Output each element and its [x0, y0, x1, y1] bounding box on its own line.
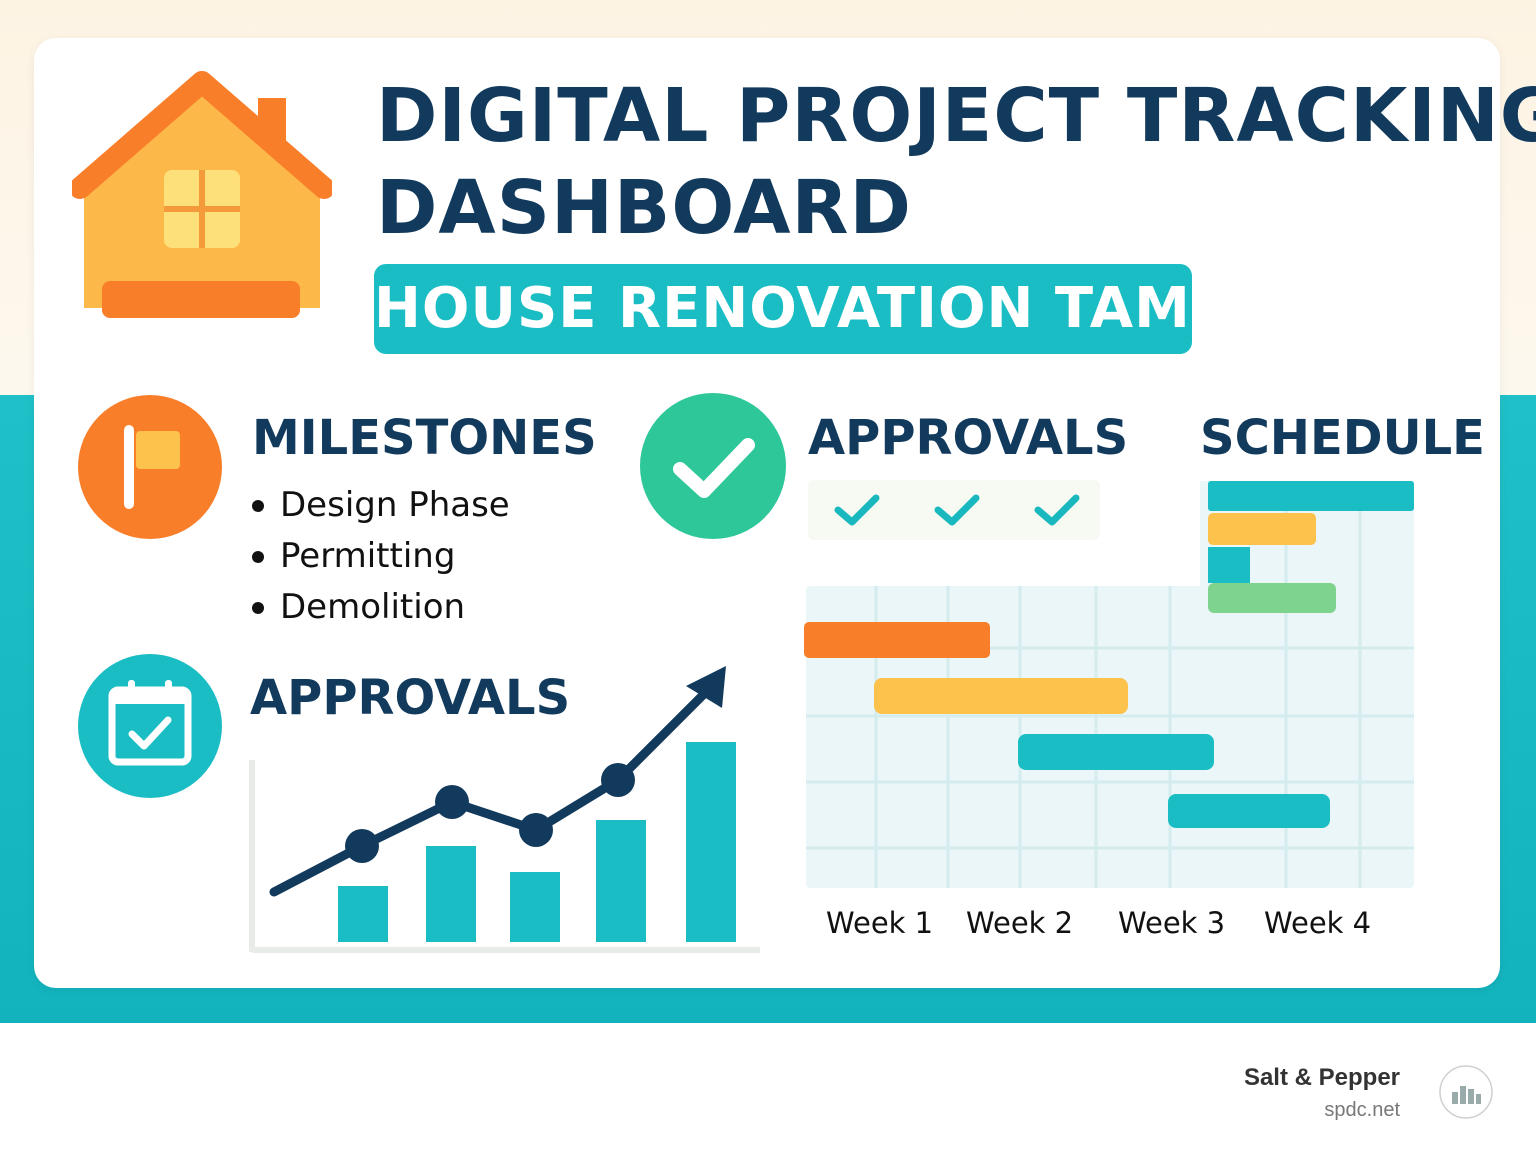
milestone-item: Demolition — [252, 582, 510, 633]
milestones-list: Design Phase Permitting Demolition — [252, 480, 510, 633]
check-icon — [1034, 494, 1080, 526]
milestone-item: Permitting — [252, 531, 510, 582]
approvals-chart-icon-badge — [78, 654, 222, 798]
gantt-week-label: Week 4 — [1264, 906, 1372, 940]
trend-point — [345, 829, 379, 863]
page-title-line1: DIGITAL PROJECT TRACKING — [376, 73, 1536, 159]
page-title-line2: DASHBOARD — [376, 165, 912, 251]
calendar-check-icon — [108, 680, 192, 766]
brand-name: Salt & Pepper — [1243, 1064, 1400, 1091]
checkmark-icon — [673, 438, 755, 498]
brand-url: spdc.net — [1324, 1099, 1400, 1121]
gantt-chart — [804, 481, 1414, 888]
gantt-bar — [1168, 794, 1330, 828]
chart-bar — [686, 742, 736, 942]
chart-bar — [596, 820, 646, 942]
chart-bar — [426, 846, 476, 942]
milestone-item: Design Phase — [252, 480, 510, 531]
gantt-week-label: Week 2 — [966, 906, 1074, 940]
approval-checks-graphic — [834, 494, 1080, 526]
gantt-mini-bar — [1208, 547, 1250, 583]
trend-point — [601, 763, 635, 797]
approvals-title-top: APPROVALS — [808, 410, 1129, 466]
background-footer — [0, 1023, 1536, 1154]
brand-logo — [1439, 1065, 1493, 1119]
approvals-icon-badge — [640, 393, 786, 539]
gantt-bar — [1018, 734, 1214, 770]
check-icon — [834, 494, 880, 526]
subtitle-banner: HOUSE RENOVATION TAMPA — [374, 264, 1271, 354]
approval-checks — [808, 480, 1100, 540]
gantt-mini-bar — [1208, 583, 1336, 613]
flag-icon — [124, 425, 180, 509]
gantt-week-label: Week 3 — [1118, 906, 1226, 940]
milestones-icon-badge — [78, 395, 222, 539]
trend-chart — [249, 666, 760, 953]
arrow-up-icon — [686, 666, 726, 708]
gantt-mini-header — [1208, 481, 1414, 511]
milestones-title: MILESTONES — [252, 410, 597, 466]
gantt-bar — [804, 622, 990, 658]
gantt-mini-bar — [1208, 513, 1316, 545]
chart-bar — [510, 872, 560, 942]
trend-point — [435, 785, 469, 819]
approvals-title-chart: APPROVALS — [250, 670, 571, 726]
house-icon — [72, 71, 332, 318]
chart-bar — [338, 886, 388, 942]
gantt-bar — [874, 678, 1128, 714]
gantt-week-label: Week 1 — [826, 906, 934, 940]
schedule-title: SCHEDULE — [1200, 410, 1485, 466]
check-icon — [934, 494, 980, 526]
trend-point — [519, 813, 553, 847]
